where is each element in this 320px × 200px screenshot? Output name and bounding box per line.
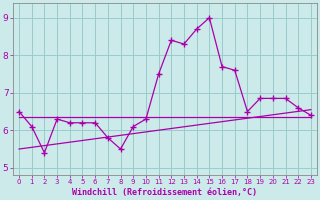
X-axis label: Windchill (Refroidissement éolien,°C): Windchill (Refroidissement éolien,°C) (72, 188, 258, 197)
